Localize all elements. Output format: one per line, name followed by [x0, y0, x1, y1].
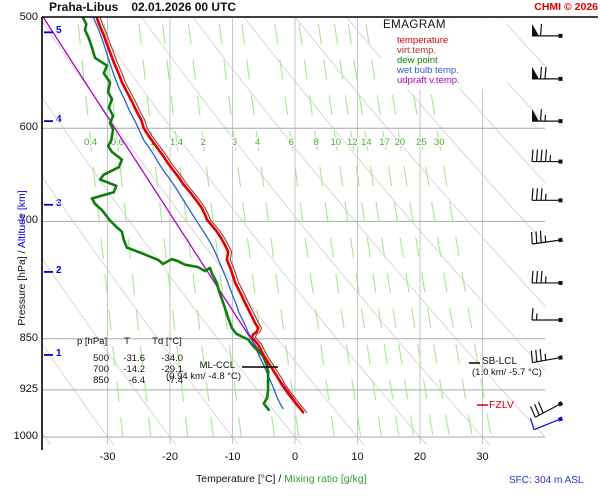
- table-row: 500 -31.6 -34.0: [75, 353, 189, 364]
- mixing-ratio-label: 2: [201, 137, 206, 148]
- legend-item-virt-temp-: virt.temp.: [397, 45, 437, 56]
- mixing-ratio-label: 14: [361, 137, 372, 148]
- wind-barb: [532, 66, 563, 81]
- wind-barb: [531, 270, 563, 285]
- mixing-ratio-label: 0.4: [84, 137, 97, 148]
- table-header-temperature: T: [124, 336, 130, 347]
- row-dewpoint: -29.1: [161, 364, 183, 375]
- chart-title: Praha-Libus 02.01.2026 00 UTC: [49, 0, 236, 14]
- table-row: 850 -6.4 -7.4: [75, 375, 189, 386]
- row-pressure: 500: [93, 353, 109, 364]
- mixing-ratio-label: 1.4: [170, 137, 183, 148]
- legend-title: EMAGRAM: [383, 19, 446, 31]
- altitude-label: 2: [56, 264, 62, 276]
- row-temperature: -6.4: [128, 375, 145, 386]
- pressure-label: 600: [19, 121, 38, 134]
- temperature-tick-label: -20: [162, 451, 178, 463]
- mixing-ratio-label: 30: [434, 137, 445, 148]
- table-header-dewpoint: Td [°C]: [152, 336, 182, 347]
- axis-separator: /: [278, 473, 282, 485]
- x-axis-label-temperature: Temperature [°C]: [196, 473, 276, 485]
- station-name: Praha-Libus: [49, 0, 119, 14]
- temperature-tick-label: 0: [291, 451, 299, 463]
- y-axis-label-altitude: Altitude [km]: [16, 190, 28, 249]
- mixing-ratio-labels: 0.4 0.6 1 1.4 2 3 4 6 8 10 12 14 17 20 25 30: [82, 136, 445, 150]
- sb-lcl-detail: (1.0 km/ -5.7 °C): [472, 367, 542, 378]
- altitude-label: 4: [56, 114, 62, 126]
- mixing-ratio-label: 6: [289, 137, 294, 148]
- x-axis-title: Temperature [°C] / Mixing ratio [g/kg]: [196, 473, 367, 485]
- pressure-label: 500: [19, 11, 38, 23]
- wind-barb: [532, 23, 563, 38]
- fzlv-label: FZLV: [489, 399, 514, 411]
- temperature-tick-label: 30: [476, 451, 489, 463]
- y-axis-label-pressure: Pressure [hPa]: [16, 256, 28, 326]
- wind-barb: [530, 348, 563, 364]
- sb-lcl-label: SB-LCL: [482, 356, 518, 367]
- mixing-ratio-label: 12: [347, 137, 358, 148]
- row-pressure: 850: [93, 375, 109, 386]
- legend-item-temperature: temperature: [397, 35, 449, 46]
- table-row: 700 -14.2 -29.1: [75, 364, 189, 375]
- legend: EMAGRAM temperature virt.temp. dew point we…: [381, 19, 507, 89]
- mixing-ratio-label: 17: [379, 137, 390, 148]
- ml-ccl-label: ML-CCL: [199, 360, 235, 371]
- x-axis-label-mixing-ratio: Mixing ratio [g/kg]: [284, 473, 367, 485]
- table-header-row: p [hPa] T Td [°C]: [75, 337, 189, 347]
- table-rows: 500 -31.6 -34.0 700 -14.2 -29.1 850 -6.4 -7.4: [75, 353, 189, 386]
- row-temperature: -31.6: [123, 353, 145, 364]
- isotherm-lines: [107, 18, 483, 444]
- curve-dew-point: [81, 16, 271, 412]
- mixing-ratio-label: 20: [395, 137, 406, 148]
- pressure-label: 700: [19, 214, 38, 227]
- temperature-tick-label: 10: [351, 451, 364, 463]
- y-axis-title: Pressure [hPa] / Altitude [km]: [16, 165, 28, 351]
- wind-barb: [530, 230, 563, 245]
- curve-virt-temp-: [99, 17, 308, 413]
- row-pressure: 700: [93, 364, 109, 375]
- level-data-table: p [hPa] T Td [°C] 500 -31.6 -34.0 700 -14.2-…: [75, 337, 189, 387]
- dry-adiabat-lines: [42, 18, 545, 445]
- row-dewpoint: -7.4: [166, 375, 183, 386]
- wind-barb: [532, 109, 563, 124]
- legend-item-udpraft-v-temp-: udpraft v.temp.: [397, 75, 460, 86]
- copyright-text: CHMI © 2026: [534, 1, 598, 13]
- wind-barb: [529, 416, 564, 431]
- row-dewpoint: -34.0: [161, 353, 183, 364]
- table-header-pressure: p [hPa]: [77, 336, 108, 347]
- axis-separator: /: [16, 250, 28, 254]
- mixing-ratio-label: 8: [313, 137, 318, 148]
- curve-temperature: [95, 16, 305, 414]
- wind-barb: [529, 401, 564, 418]
- wind-barb: [531, 188, 563, 203]
- mixing-ratio-label: 4: [255, 137, 260, 148]
- pressure-label: 1000: [13, 430, 38, 443]
- row-temperature: -14.2: [123, 364, 145, 375]
- curve-wet-bulb-temp-: [93, 17, 284, 410]
- sounding-datetime: 02.01.2026 00 UTC: [131, 0, 237, 14]
- altitude-label: 5: [56, 25, 62, 37]
- mixing-ratio-label: 10: [331, 137, 342, 148]
- pressure-label: 925: [19, 382, 38, 395]
- legend-item-dew-point: dew point: [397, 55, 438, 66]
- mixing-ratio-label: 25: [416, 137, 427, 148]
- mixing-ratio-label: 3: [232, 137, 237, 148]
- pressure-grid-lines: [42, 127, 545, 438]
- legend-items: temperature virt.temp. dew point wet bulb t…: [381, 36, 507, 86]
- temperature-tick-label: 20: [413, 451, 427, 463]
- temperature-tick-label: -10: [224, 451, 241, 463]
- wind-barb-column: [529, 23, 564, 431]
- surface-elevation-label: SFC: 304 m ASL: [509, 475, 584, 486]
- legend-item-wet-bulb-temp-: wet bulb temp.: [397, 65, 459, 76]
- altitude-label: 1: [56, 347, 62, 359]
- pressure-label: 850: [19, 331, 38, 344]
- altitude-label: 3: [56, 197, 62, 209]
- temperature-tick-label: -30: [99, 451, 116, 463]
- wind-barb: [531, 149, 563, 164]
- wind-barb: [531, 307, 563, 323]
- ml-ccl-detail: (0.94 km/ -4.8 °C): [166, 371, 242, 382]
